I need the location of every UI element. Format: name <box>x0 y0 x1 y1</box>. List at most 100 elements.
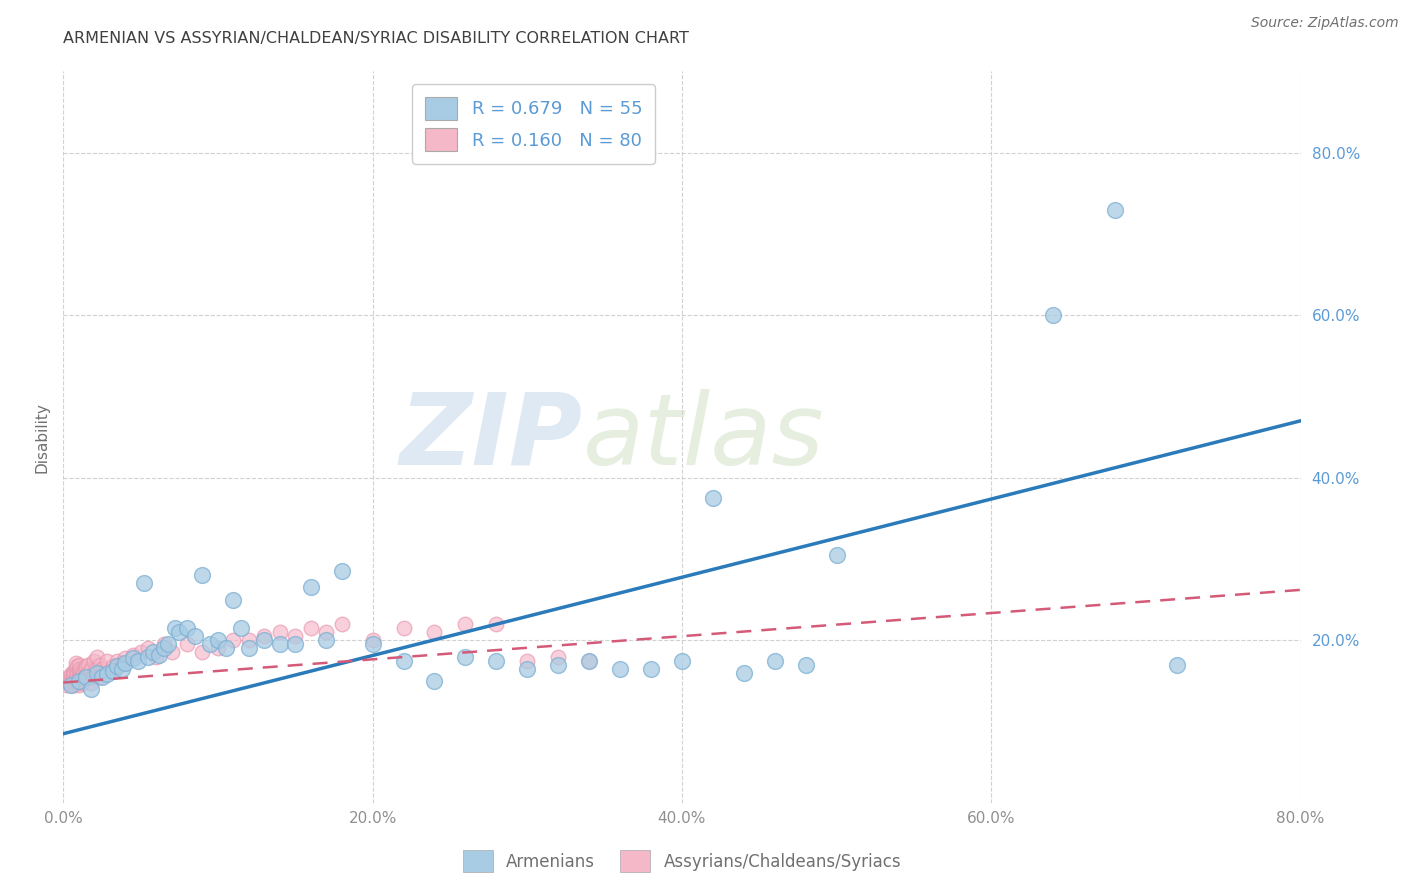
Point <box>66 667 89 681</box>
Point <box>142 645 165 659</box>
Point <box>72 665 94 680</box>
Point <box>65 656 87 670</box>
Point <box>238 641 260 656</box>
Point <box>702 491 724 505</box>
Point <box>733 665 755 680</box>
Point <box>56 673 79 688</box>
Point <box>76 670 98 684</box>
Point <box>361 637 384 651</box>
Point <box>284 629 307 643</box>
Point <box>132 576 155 591</box>
Point <box>114 651 136 665</box>
Point <box>671 654 693 668</box>
Point <box>191 645 214 659</box>
Point <box>63 667 86 681</box>
Point <box>107 654 129 668</box>
Point <box>82 670 104 684</box>
Point <box>763 654 786 668</box>
Point <box>79 664 101 678</box>
Point <box>269 625 291 640</box>
Point <box>176 637 198 651</box>
Point <box>222 633 245 648</box>
Point <box>392 621 415 635</box>
Point <box>55 678 77 692</box>
Point <box>80 675 103 690</box>
Point <box>138 641 160 656</box>
Point <box>253 629 276 643</box>
Point <box>63 678 86 692</box>
Point <box>80 662 103 676</box>
Point <box>70 675 93 690</box>
Point <box>578 654 600 668</box>
Point <box>392 654 415 668</box>
Point <box>101 659 124 673</box>
Point <box>83 654 105 668</box>
Legend: Armenians, Assyrians/Chaldeans/Syriacs: Armenians, Assyrians/Chaldeans/Syriacs <box>456 844 908 879</box>
Point <box>67 664 90 678</box>
Point <box>183 629 207 643</box>
Point <box>145 649 167 664</box>
Point <box>516 654 538 668</box>
Point <box>73 670 96 684</box>
Point <box>454 649 477 664</box>
Text: atlas: atlas <box>583 389 824 485</box>
Point <box>84 662 107 676</box>
Text: ZIP: ZIP <box>399 389 583 485</box>
Point <box>111 662 134 676</box>
Point <box>127 654 149 668</box>
Point <box>1166 657 1188 672</box>
Point <box>284 637 307 651</box>
Point <box>231 621 253 635</box>
Point <box>77 670 100 684</box>
Point <box>65 670 87 684</box>
Point <box>89 657 111 672</box>
Point <box>315 633 337 648</box>
Point <box>330 617 353 632</box>
Point <box>269 637 291 651</box>
Point <box>253 633 276 648</box>
Point <box>1042 308 1064 322</box>
Point <box>640 662 662 676</box>
Point <box>121 651 145 665</box>
Point <box>69 667 91 681</box>
Point <box>58 670 80 684</box>
Point <box>315 625 337 640</box>
Point <box>101 664 124 678</box>
Point <box>111 656 134 670</box>
Point <box>330 564 353 578</box>
Point <box>121 648 145 662</box>
Text: ARMENIAN VS ASSYRIAN/CHALDEAN/SYRIAC DISABILITY CORRELATION CHART: ARMENIAN VS ASSYRIAN/CHALDEAN/SYRIAC DIS… <box>63 31 689 46</box>
Point <box>67 673 90 688</box>
Point <box>65 662 87 676</box>
Point <box>609 662 631 676</box>
Point <box>59 673 82 687</box>
Point <box>98 664 121 678</box>
Point <box>96 667 118 681</box>
Point <box>200 637 222 651</box>
Point <box>176 621 198 635</box>
Point <box>86 649 108 664</box>
Point <box>547 657 569 672</box>
Point <box>90 662 114 676</box>
Point <box>59 678 82 692</box>
Point <box>107 659 129 673</box>
Point <box>72 673 94 687</box>
Point <box>66 659 89 673</box>
Point <box>67 657 90 672</box>
Point <box>67 670 90 684</box>
Point <box>129 645 152 659</box>
Point <box>794 657 817 672</box>
Point <box>152 641 174 656</box>
Point <box>163 621 186 635</box>
Point <box>214 641 236 656</box>
Point <box>66 675 89 690</box>
Point <box>70 670 93 684</box>
Point <box>299 581 322 595</box>
Point <box>825 548 848 562</box>
Point <box>485 617 508 632</box>
Point <box>578 654 600 668</box>
Point <box>114 656 136 670</box>
Point <box>157 637 180 651</box>
Point <box>67 678 90 692</box>
Point <box>90 670 114 684</box>
